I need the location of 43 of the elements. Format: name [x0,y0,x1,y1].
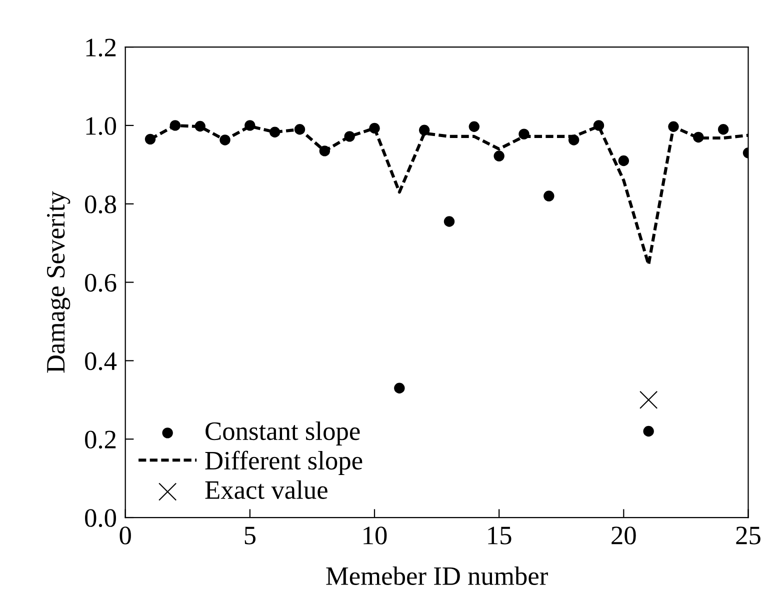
point [668,121,679,132]
point [294,124,306,135]
point [244,120,256,131]
point [718,124,729,135]
y-tick-label: 0.8 [85,195,116,214]
point [144,134,156,145]
point [369,122,380,134]
legend-label: Different slope [205,450,362,475]
x-tick-label: 10 [364,526,387,544]
y-axis-title: Damage Severity [46,191,70,373]
point [693,132,704,143]
point [269,126,280,138]
y-tick-label: 0.0 [85,509,116,528]
point [194,120,206,132]
point [444,216,455,227]
y-tick-label: 0.4 [85,352,117,370]
point [220,134,230,146]
point [170,120,181,131]
point [544,190,554,202]
x-tick-label: 15 [488,526,512,544]
point [394,382,405,394]
point [468,121,480,132]
point [518,128,530,140]
point [319,146,330,156]
x-tick-label: 5 [244,526,256,544]
point [418,124,430,136]
y-tick-label: 1.2 [86,38,116,57]
legend-label: Exact value [205,480,328,499]
x-tick-label: 25 [736,526,760,544]
point [618,155,630,166]
point [643,426,654,437]
y-tick-label: 0.2 [85,430,116,449]
y-tick-label: 1.0 [86,117,116,135]
point [640,390,658,409]
point [344,131,355,142]
x-tick-label: 0 [120,526,131,544]
x-axis-title: Memeber ID number [326,566,548,586]
legend-label: Constant slope [206,422,360,446]
y-tick-label: 0.6 [85,274,116,292]
point [568,134,580,146]
point [593,120,604,131]
x-tick-label: 20 [612,526,636,544]
point [494,150,504,162]
